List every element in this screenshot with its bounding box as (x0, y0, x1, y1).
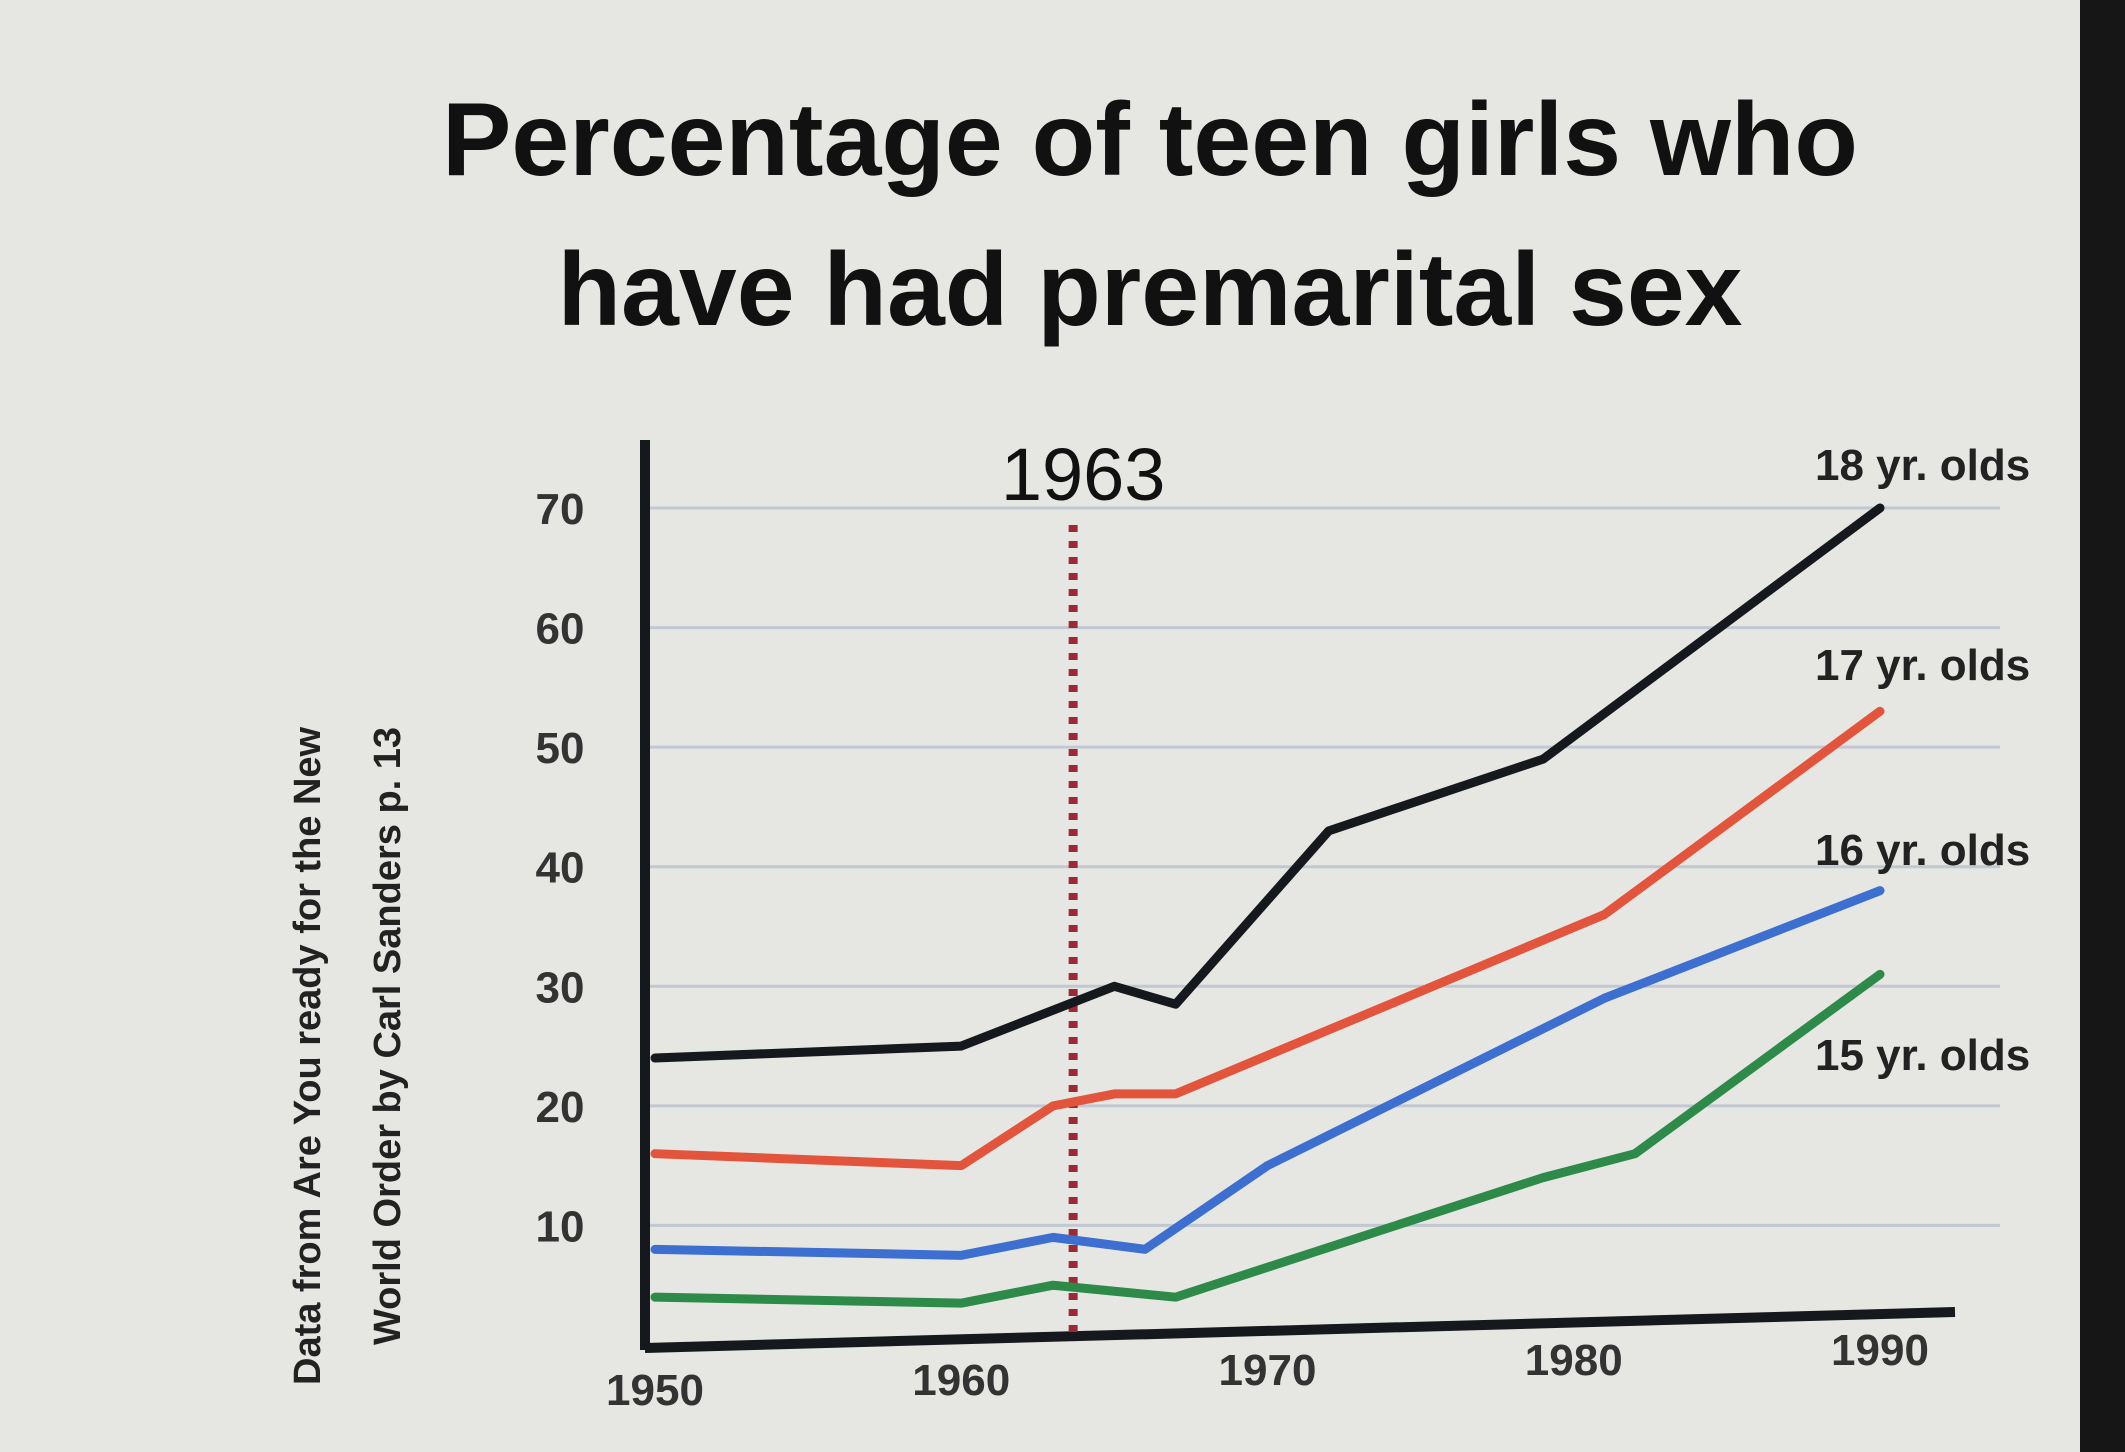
source-note-line-2: World Order by Carl Sanders p. 13 (367, 727, 409, 1345)
x-tick-label: 1970 (1219, 1346, 1317, 1395)
y-tick-label: 40 (536, 844, 585, 893)
series-label: 15 yr. olds (1815, 1031, 2030, 1080)
x-tick-label: 1990 (1831, 1326, 1929, 1375)
series-lines (650, 503, 1885, 1308)
series-line (650, 706, 1885, 1171)
series-label: 16 yr. olds (1815, 826, 2030, 875)
series-labels: 18 yr. olds 17 yr. olds 16 yr. olds 15 yr. … (1815, 441, 2030, 1080)
y-tick-label: 60 (536, 605, 585, 654)
gridlines (650, 506, 2000, 1227)
x-tick-labels: 1950 1960 1970 1980 1990 (606, 1326, 1929, 1415)
annotation-1963: 1963 (1001, 433, 1166, 1340)
x-tick-label: 1950 (606, 1366, 704, 1415)
y-tick-label: 70 (536, 485, 585, 534)
y-tick-label: 20 (536, 1083, 585, 1132)
source-note-line-1: Data from Are You ready for the New (287, 726, 329, 1385)
y-tick-labels: 10 20 30 40 50 60 70 (536, 485, 585, 1251)
x-axis (644, 1307, 1956, 1353)
y-tick-label: 50 (536, 724, 585, 773)
series-line (650, 969, 1885, 1308)
series-label: 17 yr. olds (1815, 641, 2030, 690)
y-tick-label: 30 (536, 963, 585, 1012)
series-label: 18 yr. olds (1815, 441, 2030, 490)
chart-title-line-1: Percentage of teen girls who (442, 82, 1858, 198)
series-line (650, 886, 1885, 1260)
x-tick-label: 1960 (912, 1356, 1010, 1405)
x-tick-label: 1980 (1525, 1336, 1623, 1385)
series-line (650, 503, 1885, 1063)
annotation-label: 1963 (1001, 433, 1166, 516)
screen-frame (2080, 0, 2125, 1452)
chart-title-line-2: have had premarital sex (557, 232, 1742, 348)
y-tick-label: 10 (536, 1202, 585, 1251)
